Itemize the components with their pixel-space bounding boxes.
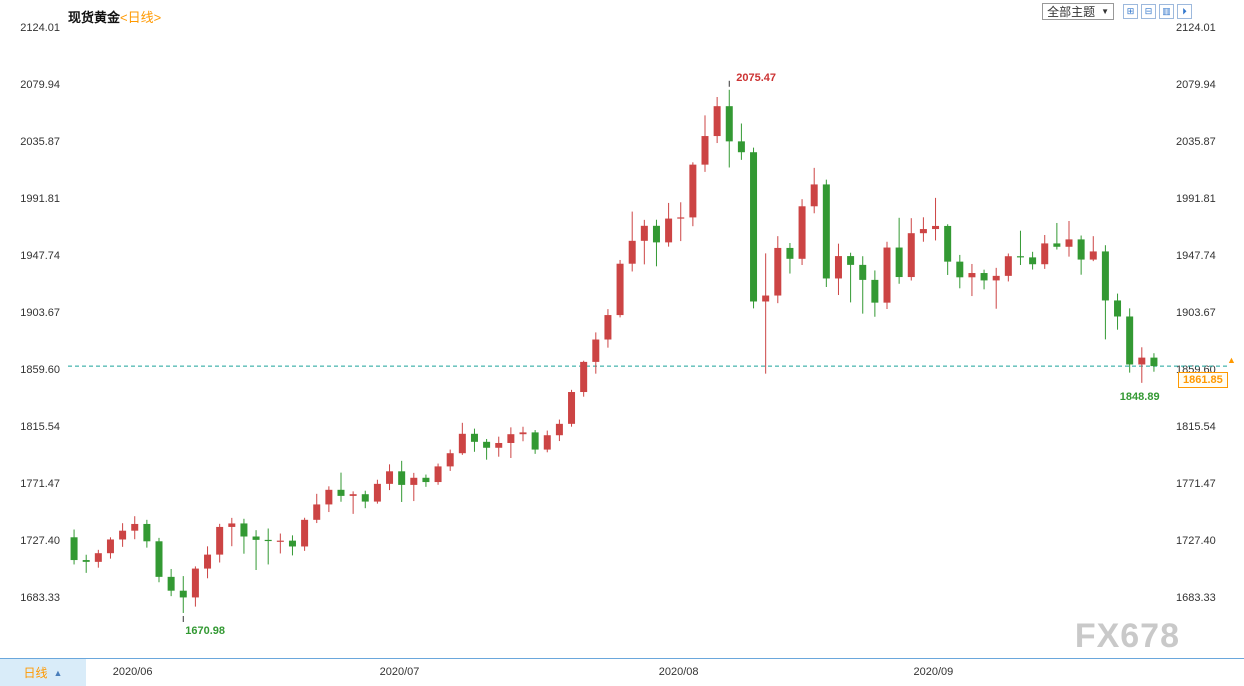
y-tick-label: 1903.67 (1176, 307, 1216, 319)
y-tick-label: 1683.33 (1176, 592, 1216, 604)
themes-dropdown[interactable]: 全部主题 ▼ (1042, 3, 1114, 20)
grid-layout-icon[interactable]: ⊞ (1123, 4, 1138, 19)
y-tick-label: 2079.94 (20, 79, 60, 91)
dropdown-arrow-icon: ▼ (1101, 7, 1109, 16)
y-tick-label: 1771.47 (1176, 478, 1216, 490)
bottom-bar: 日线 ▲ 2020/06 2020/07 2020/08 2020/09 (0, 659, 1244, 686)
y-tick-label: 1947.74 (1176, 250, 1216, 262)
themes-dropdown-label: 全部主题 (1047, 5, 1096, 19)
trough-price-label: 1670.98 (185, 624, 226, 637)
y-tick-label: 2035.87 (1176, 136, 1216, 148)
y-tick-label: 1815.54 (1176, 421, 1216, 433)
y-tick-label: 2079.94 (1176, 79, 1216, 91)
period-tag: <日线> (120, 10, 162, 25)
toolbar: 全部主题 ▼ ⊞ ⊟ ▥ ⏵ (1042, 3, 1192, 20)
y-tick-label: 1947.74 (20, 250, 60, 262)
y-tick-label: 1991.81 (20, 193, 60, 205)
horizontal-split-icon[interactable]: ⊟ (1141, 4, 1156, 19)
tab-daily-label: 日线 (23, 666, 48, 680)
y-tick-label: 1815.54 (20, 421, 60, 433)
vertical-split-icon[interactable]: ▥ (1159, 4, 1174, 19)
y-tick-label: 1991.81 (1176, 193, 1216, 205)
current-price-badge: 1861.85 (1178, 372, 1228, 389)
watermark: FX678 (1074, 617, 1180, 655)
bottom-divider (0, 658, 1244, 659)
y-axis-right: 2124.01 2079.94 2035.87 1991.81 1947.74 1903.… (1176, 22, 1216, 604)
tab-arrow-icon: ▲ (53, 667, 63, 678)
x-axis-label: 2020/09 (913, 666, 954, 678)
y-axis-left: 2124.01 2079.94 2035.87 1991.81 1947.74 1903.… (20, 22, 60, 604)
candles-layer[interactable] (70, 89, 1158, 613)
y-tick-label: 1859.60 (20, 364, 60, 376)
instrument-title: 现货黄金 (68, 10, 121, 25)
x-axis-label: 2020/08 (658, 666, 699, 678)
peak-price-label: 2075.47 (736, 71, 777, 84)
y-tick-label: 1771.47 (20, 478, 60, 490)
y-tick-label: 1683.33 (20, 592, 60, 604)
current-price-arrow-icon: ▲ (1227, 355, 1236, 366)
chart-header: 现货黄金<日线> (68, 7, 161, 26)
y-tick-label: 2124.01 (1176, 22, 1216, 34)
forward-icon[interactable]: ⏵ (1177, 4, 1192, 19)
x-axis-label: 2020/07 (379, 666, 420, 678)
x-axis-label: 2020/06 (112, 666, 153, 678)
tab-daily[interactable]: 日线 ▲ (0, 659, 86, 686)
toolbar-icons: ⊞ ⊟ ▥ ⏵ (1123, 4, 1192, 19)
recent-low-label: 1848.89 (1119, 390, 1160, 403)
y-tick-label: 2124.01 (20, 22, 60, 34)
y-tick-label: 1903.67 (20, 307, 60, 319)
y-tick-label: 2035.87 (20, 136, 60, 148)
y-tick-label: 1727.40 (1176, 535, 1216, 547)
y-tick-label: 1727.40 (20, 535, 60, 547)
